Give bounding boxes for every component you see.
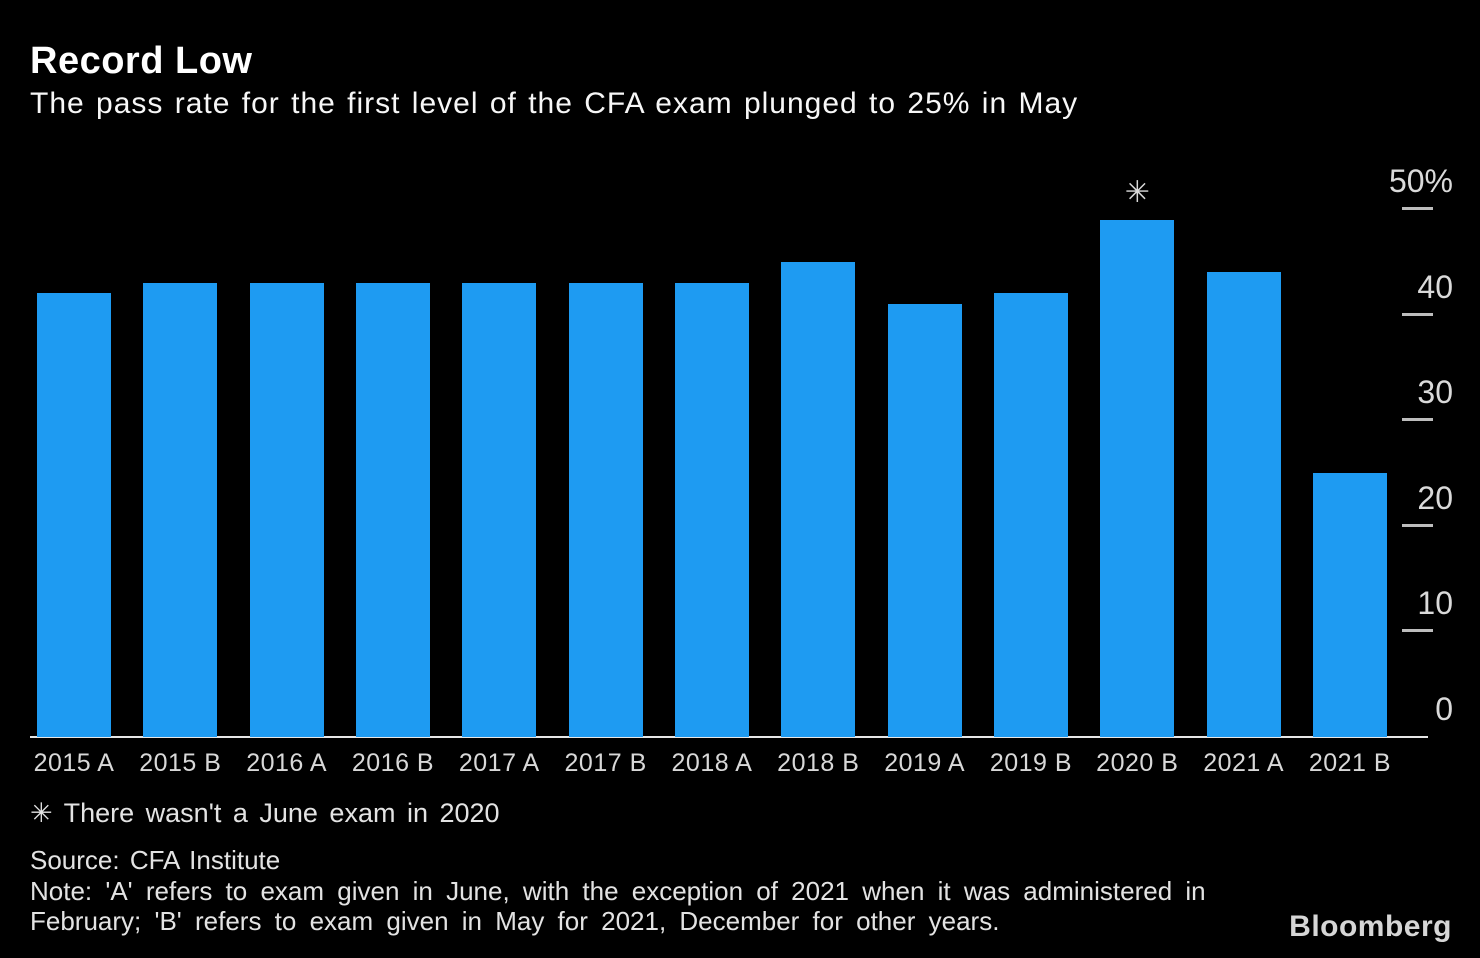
bar-2019-b: [993, 293, 1068, 737]
x-axis-label: 2019 A: [884, 749, 966, 777]
y-axis-label: 40: [1417, 268, 1453, 305]
y-axis-label: 50%: [1388, 163, 1453, 199]
y-axis-label: 30: [1417, 374, 1453, 411]
note-line: Note: 'A' refers to exam given in June, …: [30, 876, 1206, 936]
x-axis-label: 2015 A: [33, 749, 115, 777]
bar-2021-b: [1312, 473, 1387, 737]
x-axis-label: 2021 B: [1308, 749, 1392, 777]
x-axis-label: 2016 A: [246, 749, 328, 777]
y-axis-label: 20: [1417, 479, 1453, 516]
y-axis-tick: [1402, 312, 1433, 316]
y-axis-tick: [1402, 523, 1433, 527]
x-axis-label: 2018 A: [671, 749, 753, 777]
y-axis-label: 0: [1435, 691, 1453, 727]
bar-2016-b: [355, 282, 430, 737]
chart-subtitle: The pass rate for the first level of the…: [30, 87, 1079, 120]
x-axis-label: 2017 A: [458, 749, 540, 777]
bar-2015-b: [143, 282, 218, 737]
x-axis-label: 2016 B: [351, 749, 435, 777]
y-axis-label: 10: [1417, 585, 1453, 622]
x-axis-line: [30, 736, 1428, 738]
source-line: Source: CFA Institute: [30, 845, 281, 875]
x-axis-label: 2020 B: [1096, 749, 1179, 777]
bar-2017-a: [462, 282, 537, 737]
bar-2021-a: [1206, 272, 1281, 737]
y-axis-tick: [1402, 629, 1433, 633]
footnote: ✳ There wasn't a June exam in 2020: [30, 798, 500, 828]
x-axis-label: 2017 B: [564, 749, 647, 777]
no-june-exam-asterisk-icon: ✳: [1124, 174, 1150, 210]
bar-2019-a: [887, 304, 962, 737]
x-axis-label: 2015 B: [139, 749, 222, 777]
bar-2018-a: [674, 282, 749, 737]
y-axis-tick: [1402, 418, 1433, 422]
bar-2016-a: [249, 282, 324, 737]
x-axis-label: 2018 B: [777, 749, 860, 777]
x-axis-label: 2021 A: [1203, 749, 1285, 777]
bar-2017-b: [568, 282, 643, 737]
chart-title: Record Low: [30, 40, 253, 82]
y-axis-tick: [1402, 207, 1433, 210]
bar-2018-b: [781, 261, 856, 737]
bloomberg-logo: Bloomberg: [1289, 910, 1452, 943]
x-axis-label: 2019 B: [989, 749, 1073, 777]
bar-2015-a: [37, 293, 111, 737]
bar-2020-b: [1100, 219, 1175, 737]
